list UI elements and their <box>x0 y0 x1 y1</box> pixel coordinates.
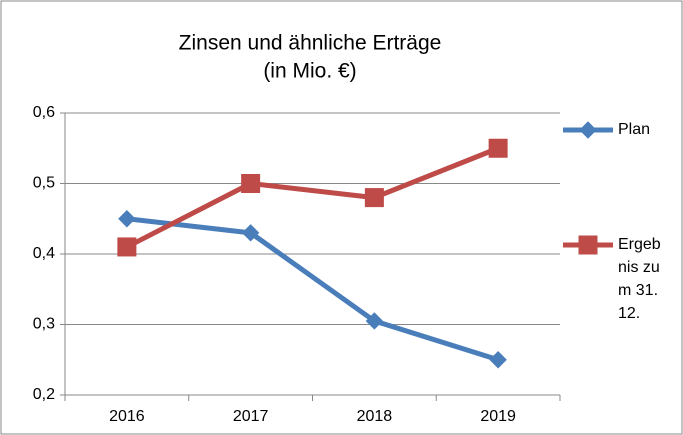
x-tick-label: 2018 <box>357 408 393 425</box>
legend-label: Ergebnis zum 31.12. <box>618 236 661 322</box>
data-point <box>489 351 507 369</box>
data-point <box>241 174 261 193</box>
y-tick-label: 0,4 <box>33 245 55 262</box>
x-tick-label: 2016 <box>109 408 145 425</box>
chart-title: (in Mio. €) <box>263 60 356 83</box>
legend-marker <box>578 235 598 255</box>
data-point <box>364 188 384 208</box>
x-tick-label: 2017 <box>233 408 269 425</box>
y-tick-label: 0,2 <box>33 386 55 403</box>
data-point <box>488 138 508 158</box>
y-tick-label: 0,3 <box>33 316 55 333</box>
data-point <box>117 237 137 257</box>
series-line <box>125 145 500 250</box>
data-point <box>241 224 260 242</box>
chart-title: Zinsen und ähnliche Erträge <box>179 32 442 55</box>
series-line <box>126 216 499 363</box>
data-point <box>118 210 136 228</box>
legend-marker <box>579 121 597 139</box>
legend-label: Plan <box>618 121 651 138</box>
y-tick-label: 0,5 <box>33 175 55 192</box>
data-point <box>365 312 384 330</box>
y-tick-label: 0,6 <box>33 104 55 121</box>
x-tick-label: 2019 <box>480 408 516 425</box>
